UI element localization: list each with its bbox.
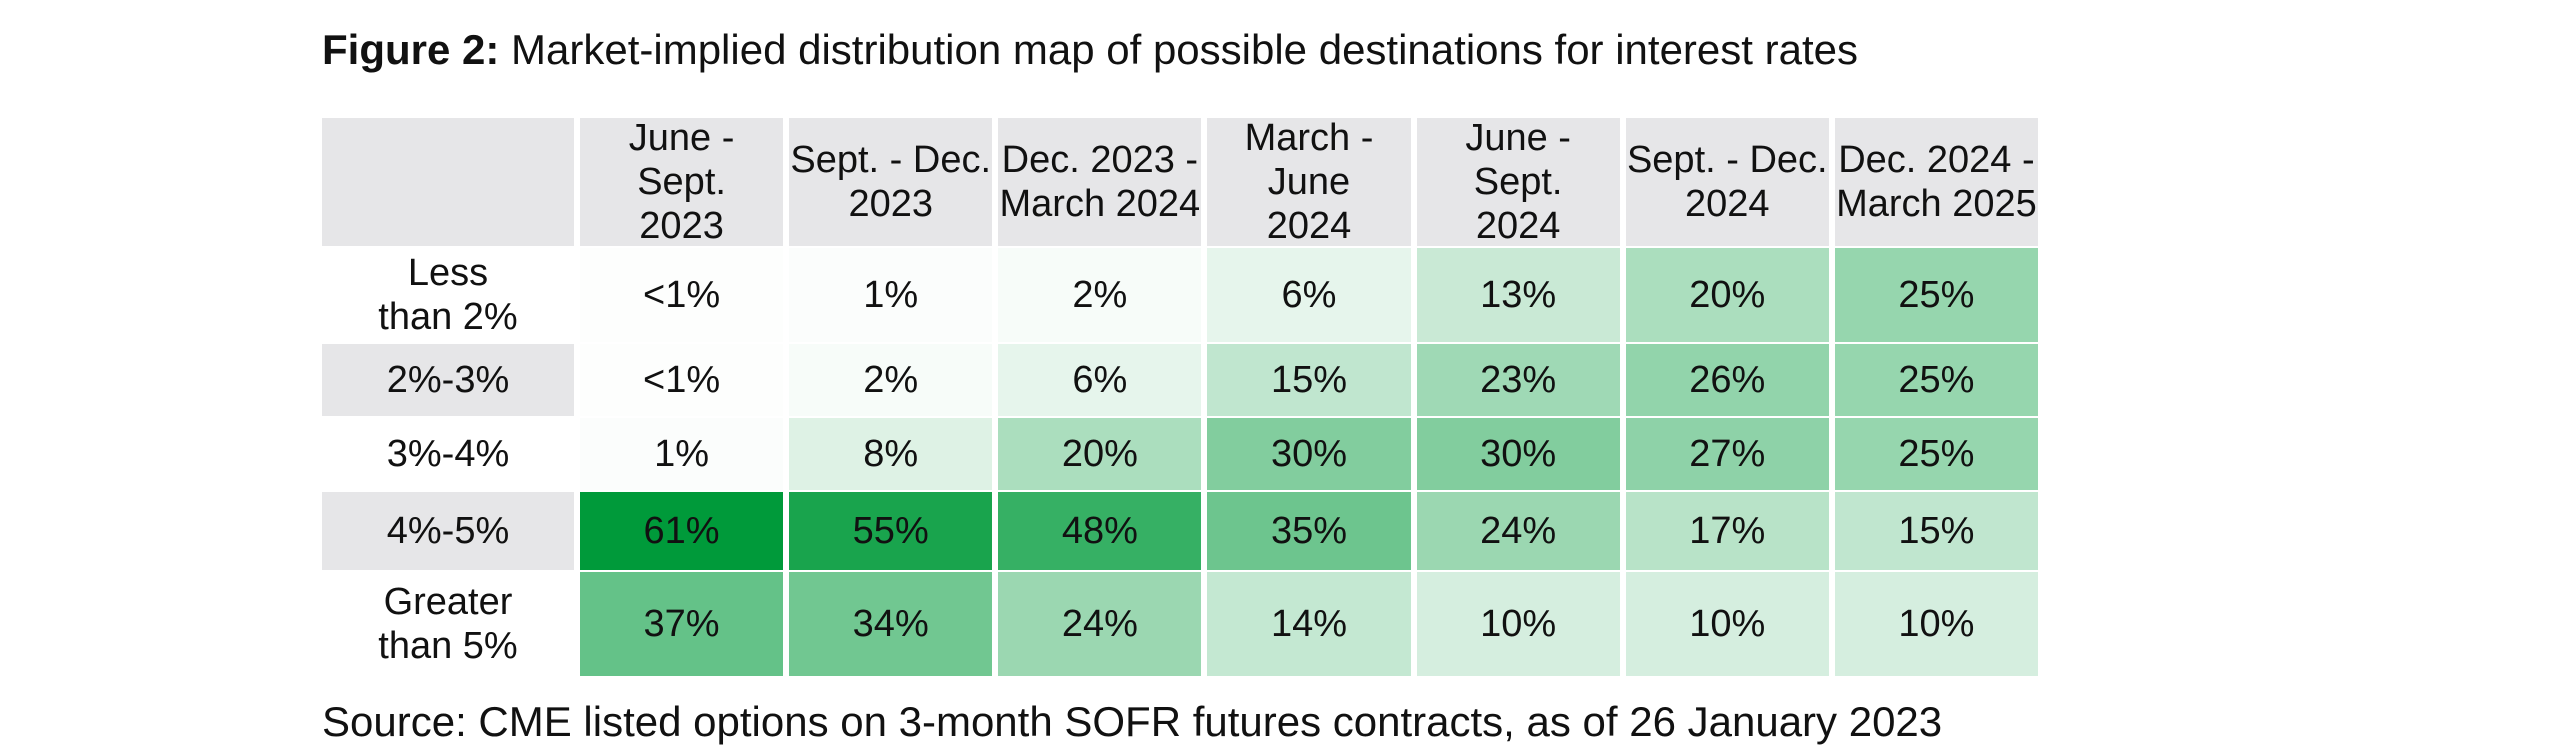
heatmap-cell: 10% bbox=[1416, 572, 1620, 676]
heatmap-cell: 13% bbox=[1416, 248, 1620, 342]
heatmap-cell: 35% bbox=[1207, 492, 1411, 570]
column-header: Sept. - Dec. 2024 bbox=[1625, 118, 1829, 246]
heatmap-cell: 10% bbox=[1625, 572, 1829, 676]
column-header: March - June 2024 bbox=[1207, 117, 1411, 247]
heatmap-cell: 30% bbox=[1416, 418, 1620, 490]
heatmap-cell: <1% bbox=[580, 344, 784, 416]
heatmap-cell: 20% bbox=[1625, 248, 1829, 342]
column-header: Dec. 2024 - March 2025 bbox=[1834, 118, 2038, 246]
figure-label: Figure 2: bbox=[322, 26, 500, 73]
heatmap-cell: 26% bbox=[1625, 344, 1829, 416]
heatmap-cell: 10% bbox=[1834, 572, 2038, 676]
heatmap-cell: 1% bbox=[580, 418, 784, 490]
heatmap-cell: 2% bbox=[998, 248, 1202, 342]
heatmap-cell: 61% bbox=[580, 492, 784, 570]
heatmap-cell: 1% bbox=[789, 248, 993, 342]
figure-title: Figure 2: Market-implied distribution ma… bbox=[322, 22, 1858, 78]
heatmap-cell: 24% bbox=[998, 572, 1202, 676]
heatmap-cell: 37% bbox=[580, 572, 784, 676]
heatmap-cell: 14% bbox=[1207, 572, 1411, 676]
heatmap-cell: 6% bbox=[998, 344, 1202, 416]
column-header: June - Sept. 2023 bbox=[580, 117, 784, 247]
heatmap-cell: 6% bbox=[1207, 248, 1411, 342]
heatmap-cell: 8% bbox=[789, 418, 993, 490]
row-label: Greater than 5% bbox=[378, 581, 518, 667]
source-note: Source: CME listed options on 3-month SO… bbox=[322, 698, 1943, 745]
column-header: Dec. 2023 - March 2024 bbox=[998, 118, 1202, 246]
heatmap-cell: 17% bbox=[1625, 492, 1829, 570]
row-label: 4%-5% bbox=[322, 492, 574, 570]
row-label: Less than 2% bbox=[378, 252, 518, 338]
heatmap-cell: 23% bbox=[1416, 344, 1620, 416]
heatmap-cell: 20% bbox=[998, 418, 1202, 490]
heatmap-cell: 55% bbox=[789, 492, 993, 570]
figure-title-text: Market-implied distribution map of possi… bbox=[511, 26, 1858, 73]
heatmap-cell: 15% bbox=[1834, 492, 2038, 570]
heatmap-cell: 48% bbox=[998, 492, 1202, 570]
heatmap-cell: 25% bbox=[1834, 344, 2038, 416]
heatmap-cell: 24% bbox=[1416, 492, 1620, 570]
heatmap-cell: 25% bbox=[1834, 418, 2038, 490]
heatmap-cell: 25% bbox=[1834, 248, 2038, 342]
column-header: June - Sept. 2024 bbox=[1416, 117, 1620, 247]
row-label: 2%-3% bbox=[322, 344, 574, 416]
header-corner bbox=[322, 118, 574, 246]
heatmap-cell: 27% bbox=[1625, 418, 1829, 490]
heatmap-cell: 2% bbox=[789, 344, 993, 416]
heatmap-cell: 15% bbox=[1207, 344, 1411, 416]
heatmap-cell: 34% bbox=[789, 572, 993, 676]
heatmap-table: June - Sept. 2023 Sept. - Dec. 2023 Dec. 202… bbox=[322, 117, 2038, 676]
heatmap-cell: 30% bbox=[1207, 418, 1411, 490]
row-label: 3%-4% bbox=[386, 433, 510, 475]
heatmap-cell: <1% bbox=[580, 248, 784, 342]
column-header: Sept. - Dec. 2023 bbox=[789, 118, 993, 246]
